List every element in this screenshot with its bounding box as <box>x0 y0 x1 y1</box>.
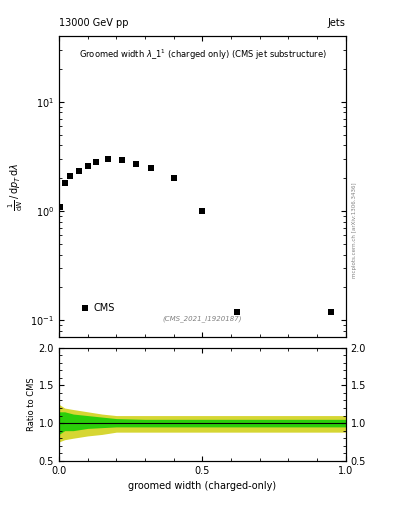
Text: CMS: CMS <box>94 303 115 313</box>
Point <box>171 174 177 182</box>
Point <box>82 304 88 312</box>
Point <box>93 158 99 166</box>
Point <box>119 156 125 164</box>
Point <box>328 308 334 316</box>
Text: mcplots.cern.ch [arXiv:1306.3436]: mcplots.cern.ch [arXiv:1306.3436] <box>352 183 357 278</box>
Point <box>62 179 68 187</box>
Y-axis label: $\frac{1}{\mathrm{d}N}\,/\,\mathrm{d}p_T\,\mathrm{d}\lambda$: $\frac{1}{\mathrm{d}N}\,/\,\mathrm{d}p_T… <box>6 162 25 211</box>
Point <box>76 167 82 176</box>
Text: 13000 GeV pp: 13000 GeV pp <box>59 18 129 28</box>
Point <box>57 202 64 210</box>
Text: Groomed width $\lambda\_1^1$ (charged only) (CMS jet substructure): Groomed width $\lambda\_1^1$ (charged on… <box>79 48 326 62</box>
Point <box>84 162 91 170</box>
X-axis label: groomed width (charged-only): groomed width (charged-only) <box>129 481 276 491</box>
Point <box>133 160 140 168</box>
Point <box>234 308 240 316</box>
Point <box>105 155 111 163</box>
Y-axis label: Ratio to CMS: Ratio to CMS <box>27 377 36 431</box>
Point <box>67 172 73 180</box>
Text: Jets: Jets <box>328 18 346 28</box>
Text: (CMS_2021_I1920187): (CMS_2021_I1920187) <box>163 315 242 322</box>
Point <box>199 207 206 215</box>
Point <box>148 163 154 172</box>
